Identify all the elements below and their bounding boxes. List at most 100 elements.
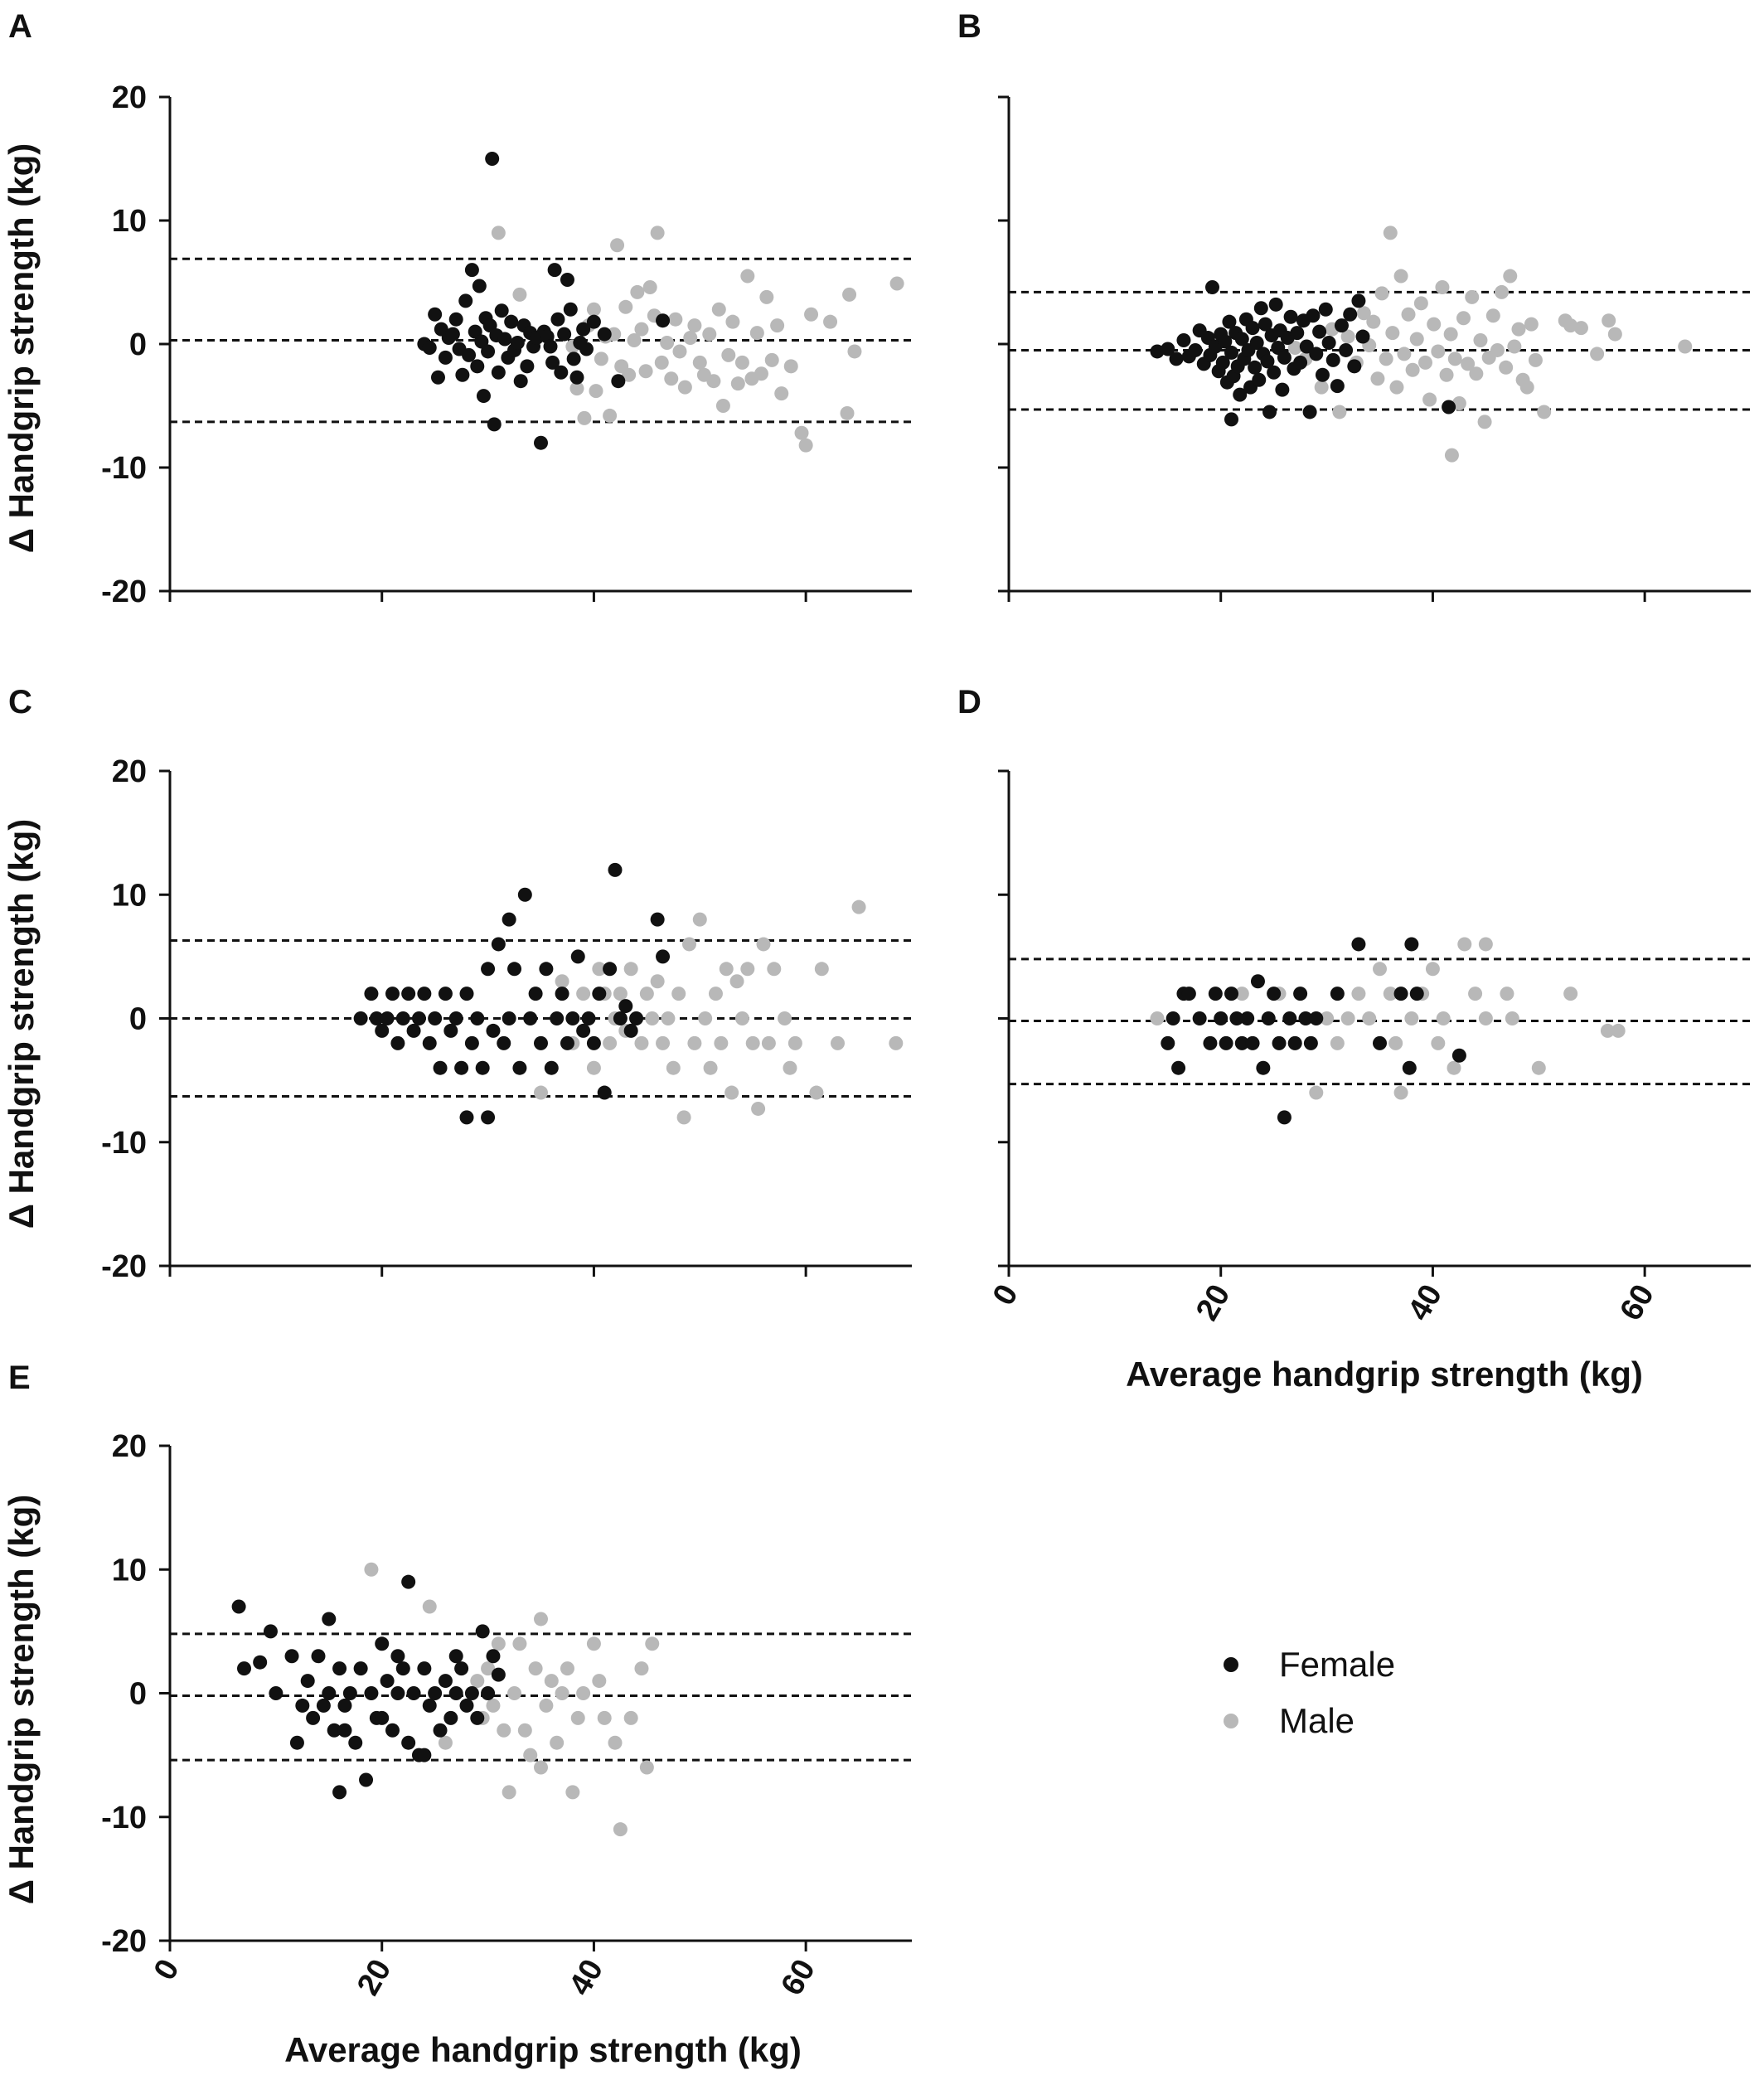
point-female-e bbox=[289, 1735, 304, 1750]
point-female-a bbox=[510, 336, 525, 351]
point-male-b bbox=[1563, 318, 1578, 333]
point-male-b bbox=[1409, 332, 1424, 347]
point-male-b bbox=[1340, 329, 1355, 344]
point-male-d bbox=[1351, 987, 1366, 1001]
point-male-b bbox=[1499, 360, 1514, 375]
point-female-b bbox=[1351, 293, 1366, 308]
point-female-e bbox=[300, 1674, 315, 1689]
point-female-d bbox=[1219, 1035, 1233, 1050]
point-male-b bbox=[1485, 308, 1500, 323]
point-female-d bbox=[1181, 987, 1196, 1001]
point-female-d bbox=[1404, 937, 1419, 952]
point-male-c bbox=[783, 1060, 797, 1075]
legend-label-female: Female bbox=[1279, 1645, 1395, 1684]
point-male-c bbox=[724, 1085, 739, 1100]
point-male-b bbox=[1507, 339, 1522, 354]
point-female-e bbox=[401, 1574, 416, 1589]
point-male-c bbox=[603, 1035, 618, 1050]
point-male-a bbox=[734, 355, 749, 370]
point-male-b bbox=[1435, 279, 1450, 294]
x-tick-label-d: 20 bbox=[1190, 1279, 1238, 1327]
point-male-a bbox=[692, 355, 707, 370]
point-male-b bbox=[1477, 415, 1492, 429]
point-female-d bbox=[1214, 1011, 1228, 1025]
point-female-a bbox=[470, 359, 485, 374]
point-female-a bbox=[560, 273, 574, 288]
y-tick-label-c: -10 bbox=[101, 1126, 147, 1161]
y-tick-label-c: 0 bbox=[129, 1002, 147, 1037]
point-female-c bbox=[576, 1023, 591, 1038]
x-tick-label-e: 20 bbox=[351, 1954, 399, 2002]
point-female-a bbox=[547, 263, 562, 278]
chart-panel-e: -20 -10 0 10 20 0 20 40 60 bbox=[101, 1429, 912, 2001]
point-female-e bbox=[433, 1723, 448, 1738]
point-female-a bbox=[579, 342, 594, 356]
point-male-b bbox=[1678, 339, 1693, 354]
point-female-e bbox=[231, 1599, 246, 1614]
point-male-c bbox=[666, 1060, 681, 1075]
point-female-e bbox=[337, 1698, 352, 1713]
point-female-c bbox=[369, 1011, 384, 1025]
point-female-d bbox=[1203, 1035, 1218, 1050]
point-male-e bbox=[576, 1686, 591, 1700]
point-female-d bbox=[1224, 987, 1238, 1001]
point-male-d bbox=[1330, 1035, 1345, 1050]
point-female-a bbox=[462, 347, 477, 362]
point-male-c bbox=[751, 1101, 766, 1116]
y-tick-label-c: 10 bbox=[112, 878, 147, 913]
point-female-c bbox=[433, 1060, 448, 1075]
point-male-e bbox=[481, 1661, 496, 1676]
point-female-c bbox=[497, 1035, 511, 1050]
point-male-d bbox=[1457, 937, 1472, 952]
point-male-a bbox=[804, 307, 819, 322]
y-axis-title-a: Δ Handgrip strength (kg) bbox=[2, 143, 41, 554]
point-female-b bbox=[1267, 365, 1282, 380]
point-female-a bbox=[520, 359, 535, 374]
point-female-b bbox=[1258, 317, 1272, 332]
point-female-d bbox=[1256, 1060, 1271, 1075]
point-female-e bbox=[491, 1667, 506, 1682]
point-male-b bbox=[1366, 314, 1381, 329]
point-female-c bbox=[411, 1011, 426, 1025]
point-female-b bbox=[1204, 279, 1219, 294]
point-female-e bbox=[481, 1686, 496, 1700]
point-male-b bbox=[1393, 269, 1408, 284]
point-female-b bbox=[1339, 342, 1354, 357]
point-male-e bbox=[486, 1698, 501, 1713]
point-female-b bbox=[1268, 297, 1283, 312]
point-male-d bbox=[1478, 937, 1493, 952]
point-male-e bbox=[565, 1785, 580, 1800]
point-female-c bbox=[523, 1011, 538, 1025]
point-male-a bbox=[638, 364, 653, 379]
point-female-d bbox=[1166, 1011, 1180, 1025]
point-female-b bbox=[1299, 339, 1314, 354]
point-female-e bbox=[295, 1698, 310, 1713]
point-male-c bbox=[676, 1110, 691, 1125]
point-female-b bbox=[1275, 382, 1290, 397]
point-female-e bbox=[348, 1735, 363, 1750]
point-female-e bbox=[459, 1698, 474, 1713]
point-female-d bbox=[1208, 987, 1223, 1001]
point-female-c bbox=[623, 1023, 638, 1038]
point-male-c bbox=[761, 1035, 776, 1050]
point-female-e bbox=[311, 1649, 326, 1664]
point-female-d bbox=[1229, 1011, 1244, 1025]
point-male-a bbox=[823, 314, 838, 329]
point-female-a bbox=[448, 312, 463, 327]
point-female-d bbox=[1293, 987, 1308, 1001]
point-male-e bbox=[623, 1710, 638, 1725]
point-female-e bbox=[475, 1624, 490, 1639]
point-female-d bbox=[1171, 1060, 1186, 1075]
y-tick-label-e: 10 bbox=[112, 1553, 147, 1588]
point-male-e bbox=[491, 1636, 506, 1651]
point-female-e bbox=[263, 1624, 278, 1639]
point-male-b bbox=[1519, 380, 1534, 395]
point-male-e bbox=[645, 1636, 660, 1651]
point-male-a bbox=[702, 327, 717, 342]
point-male-b bbox=[1590, 347, 1605, 361]
x-tick-label-d: 0 bbox=[986, 1279, 1025, 1311]
point-male-a bbox=[672, 344, 687, 359]
y-tick-label-c: 20 bbox=[112, 754, 147, 789]
point-female-b bbox=[1224, 412, 1238, 427]
point-female-c bbox=[502, 912, 516, 927]
